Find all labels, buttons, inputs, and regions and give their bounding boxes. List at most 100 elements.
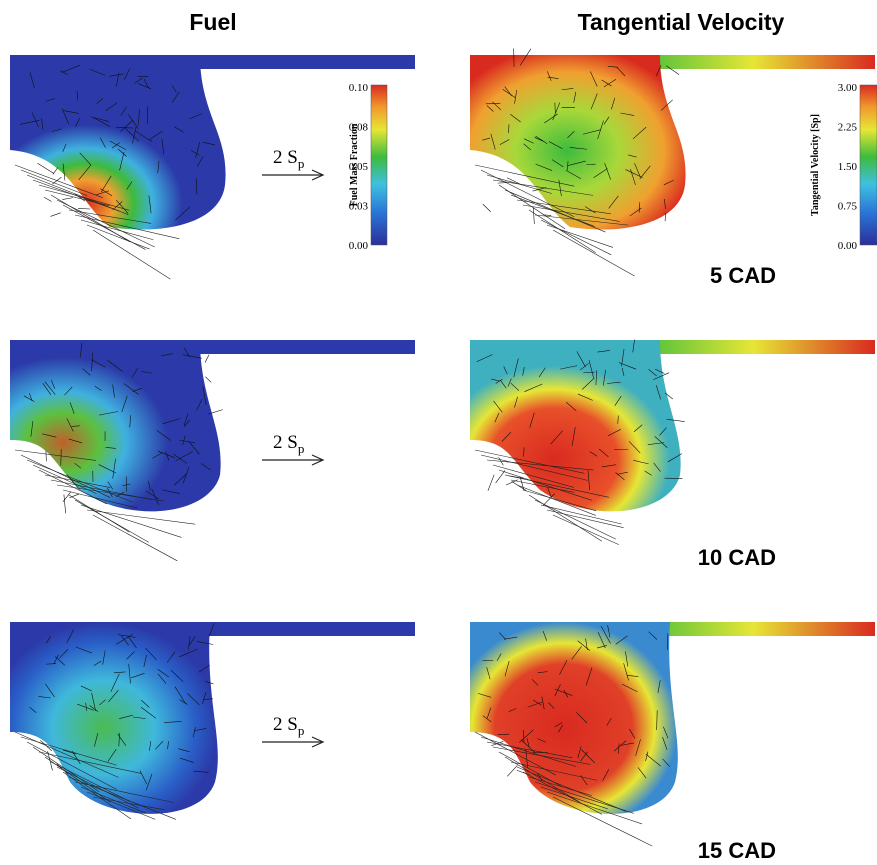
velocity-vector: [514, 90, 518, 104]
velocity-vector: [516, 484, 596, 516]
velocity-vector: [66, 418, 74, 432]
velocity-vector: [94, 733, 99, 747]
velocity-vector: [614, 395, 622, 406]
velocity-vector: [598, 448, 609, 458]
velocity-vector: [44, 189, 110, 206]
velocity-vector: [42, 433, 57, 438]
colorbar-tick-label: 0.00: [349, 240, 369, 252]
velocity-vector: [116, 199, 129, 214]
velocity-vector: [174, 126, 184, 133]
velocity-vector: [148, 130, 163, 141]
velocity-vector: [80, 786, 146, 814]
velocity-vector: [663, 726, 669, 739]
velocity-vector: [121, 395, 128, 413]
velocity-vector: [62, 771, 132, 820]
velocity-vector: [112, 201, 123, 211]
colorbar-tick-label: 0.10: [349, 82, 369, 94]
velocity-vector: [486, 707, 492, 719]
velocity-vector: [510, 382, 520, 391]
flow-panel: [470, 48, 875, 277]
velocity-vector: [190, 150, 200, 156]
velocity-vector: [163, 721, 182, 723]
velocity-vector: [537, 738, 547, 743]
velocity-vector: [629, 207, 642, 217]
velocity-vector: [23, 395, 35, 402]
velocity-vector: [19, 120, 40, 125]
velocity-vector: [547, 71, 552, 81]
velocity-vector: [589, 451, 598, 457]
velocity-vector: [151, 489, 159, 506]
velocity-vector: [74, 193, 86, 202]
velocity-vector: [621, 683, 638, 693]
velocity-vector: [494, 412, 500, 423]
flow-domain: [470, 622, 678, 814]
velocity-vector: [117, 634, 136, 638]
velocity-vector: [499, 139, 510, 145]
velocity-vector: [523, 143, 531, 151]
velocity-vector: [131, 367, 139, 378]
velocity-vector: [534, 137, 544, 142]
velocity-vector: [486, 667, 491, 680]
velocity-vector: [536, 772, 543, 781]
velocity-vector: [608, 195, 619, 209]
velocity-vector: [667, 633, 669, 650]
colorbar-tick-label: 0.75: [838, 201, 858, 213]
velocity-vector: [126, 651, 135, 660]
velocity-vector: [655, 385, 661, 400]
velocity-vector: [577, 640, 590, 651]
velocity-vector: [547, 76, 559, 79]
velocity-vector: [495, 378, 503, 384]
velocity-vector: [162, 418, 181, 425]
velocity-vector: [62, 163, 66, 181]
velocity-vector: [179, 699, 188, 705]
velocity-vector: [504, 189, 606, 233]
velocity-vector: [157, 450, 176, 459]
velocity-vector: [497, 182, 508, 184]
velocity-vector: [653, 462, 661, 472]
velocity-vector: [516, 766, 627, 812]
velocity-vector: [495, 470, 506, 484]
velocity-vector: [637, 767, 647, 779]
velocity-vector: [187, 636, 191, 650]
velocity-vector: [45, 98, 55, 102]
velocity-vector: [89, 705, 99, 712]
velocity-vector: [480, 454, 588, 481]
velocity-vector: [75, 646, 93, 654]
velocity-vector: [632, 126, 647, 140]
velocity-vector: [200, 463, 211, 471]
velocity-vector: [116, 72, 120, 87]
velocity-vector: [68, 209, 152, 224]
velocity-vector: [597, 350, 610, 353]
scale-arrowhead: [311, 169, 325, 181]
colorbar-tick-label: 0.08: [349, 122, 369, 134]
flow-panel: [10, 55, 415, 280]
velocity-vector: [567, 130, 575, 139]
velocity-vector: [487, 474, 495, 491]
velocity-vector: [108, 690, 119, 703]
colorbar-label: Tangential Velocity [Sp]: [810, 114, 821, 216]
velocity-vector: [560, 365, 578, 370]
velocity-vector: [618, 362, 637, 370]
velocity-vector: [654, 368, 665, 374]
velocity-vector: [626, 674, 639, 677]
velocity-vector: [99, 699, 106, 706]
velocity-vector: [107, 748, 117, 762]
velocity-vector: [68, 438, 83, 444]
velocity-vector: [516, 199, 611, 215]
velocity-vector: [44, 474, 111, 488]
velocity-vector: [45, 683, 55, 698]
velocity-vector: [596, 645, 607, 649]
velocity-vector: [119, 151, 125, 171]
velocity-vector: [77, 703, 95, 711]
velocity-vector: [617, 415, 619, 424]
velocity-vector: [124, 128, 139, 142]
velocity-vector: [128, 114, 139, 129]
velocity-vector: [62, 197, 74, 200]
velocity-vector: [60, 70, 68, 75]
velocity-vector: [30, 421, 34, 437]
velocity-vector: [102, 650, 106, 665]
velocity-vector: [565, 169, 582, 180]
velocity-vector: [633, 460, 649, 465]
velocity-vector: [490, 133, 496, 150]
velocity-vector: [504, 474, 610, 498]
